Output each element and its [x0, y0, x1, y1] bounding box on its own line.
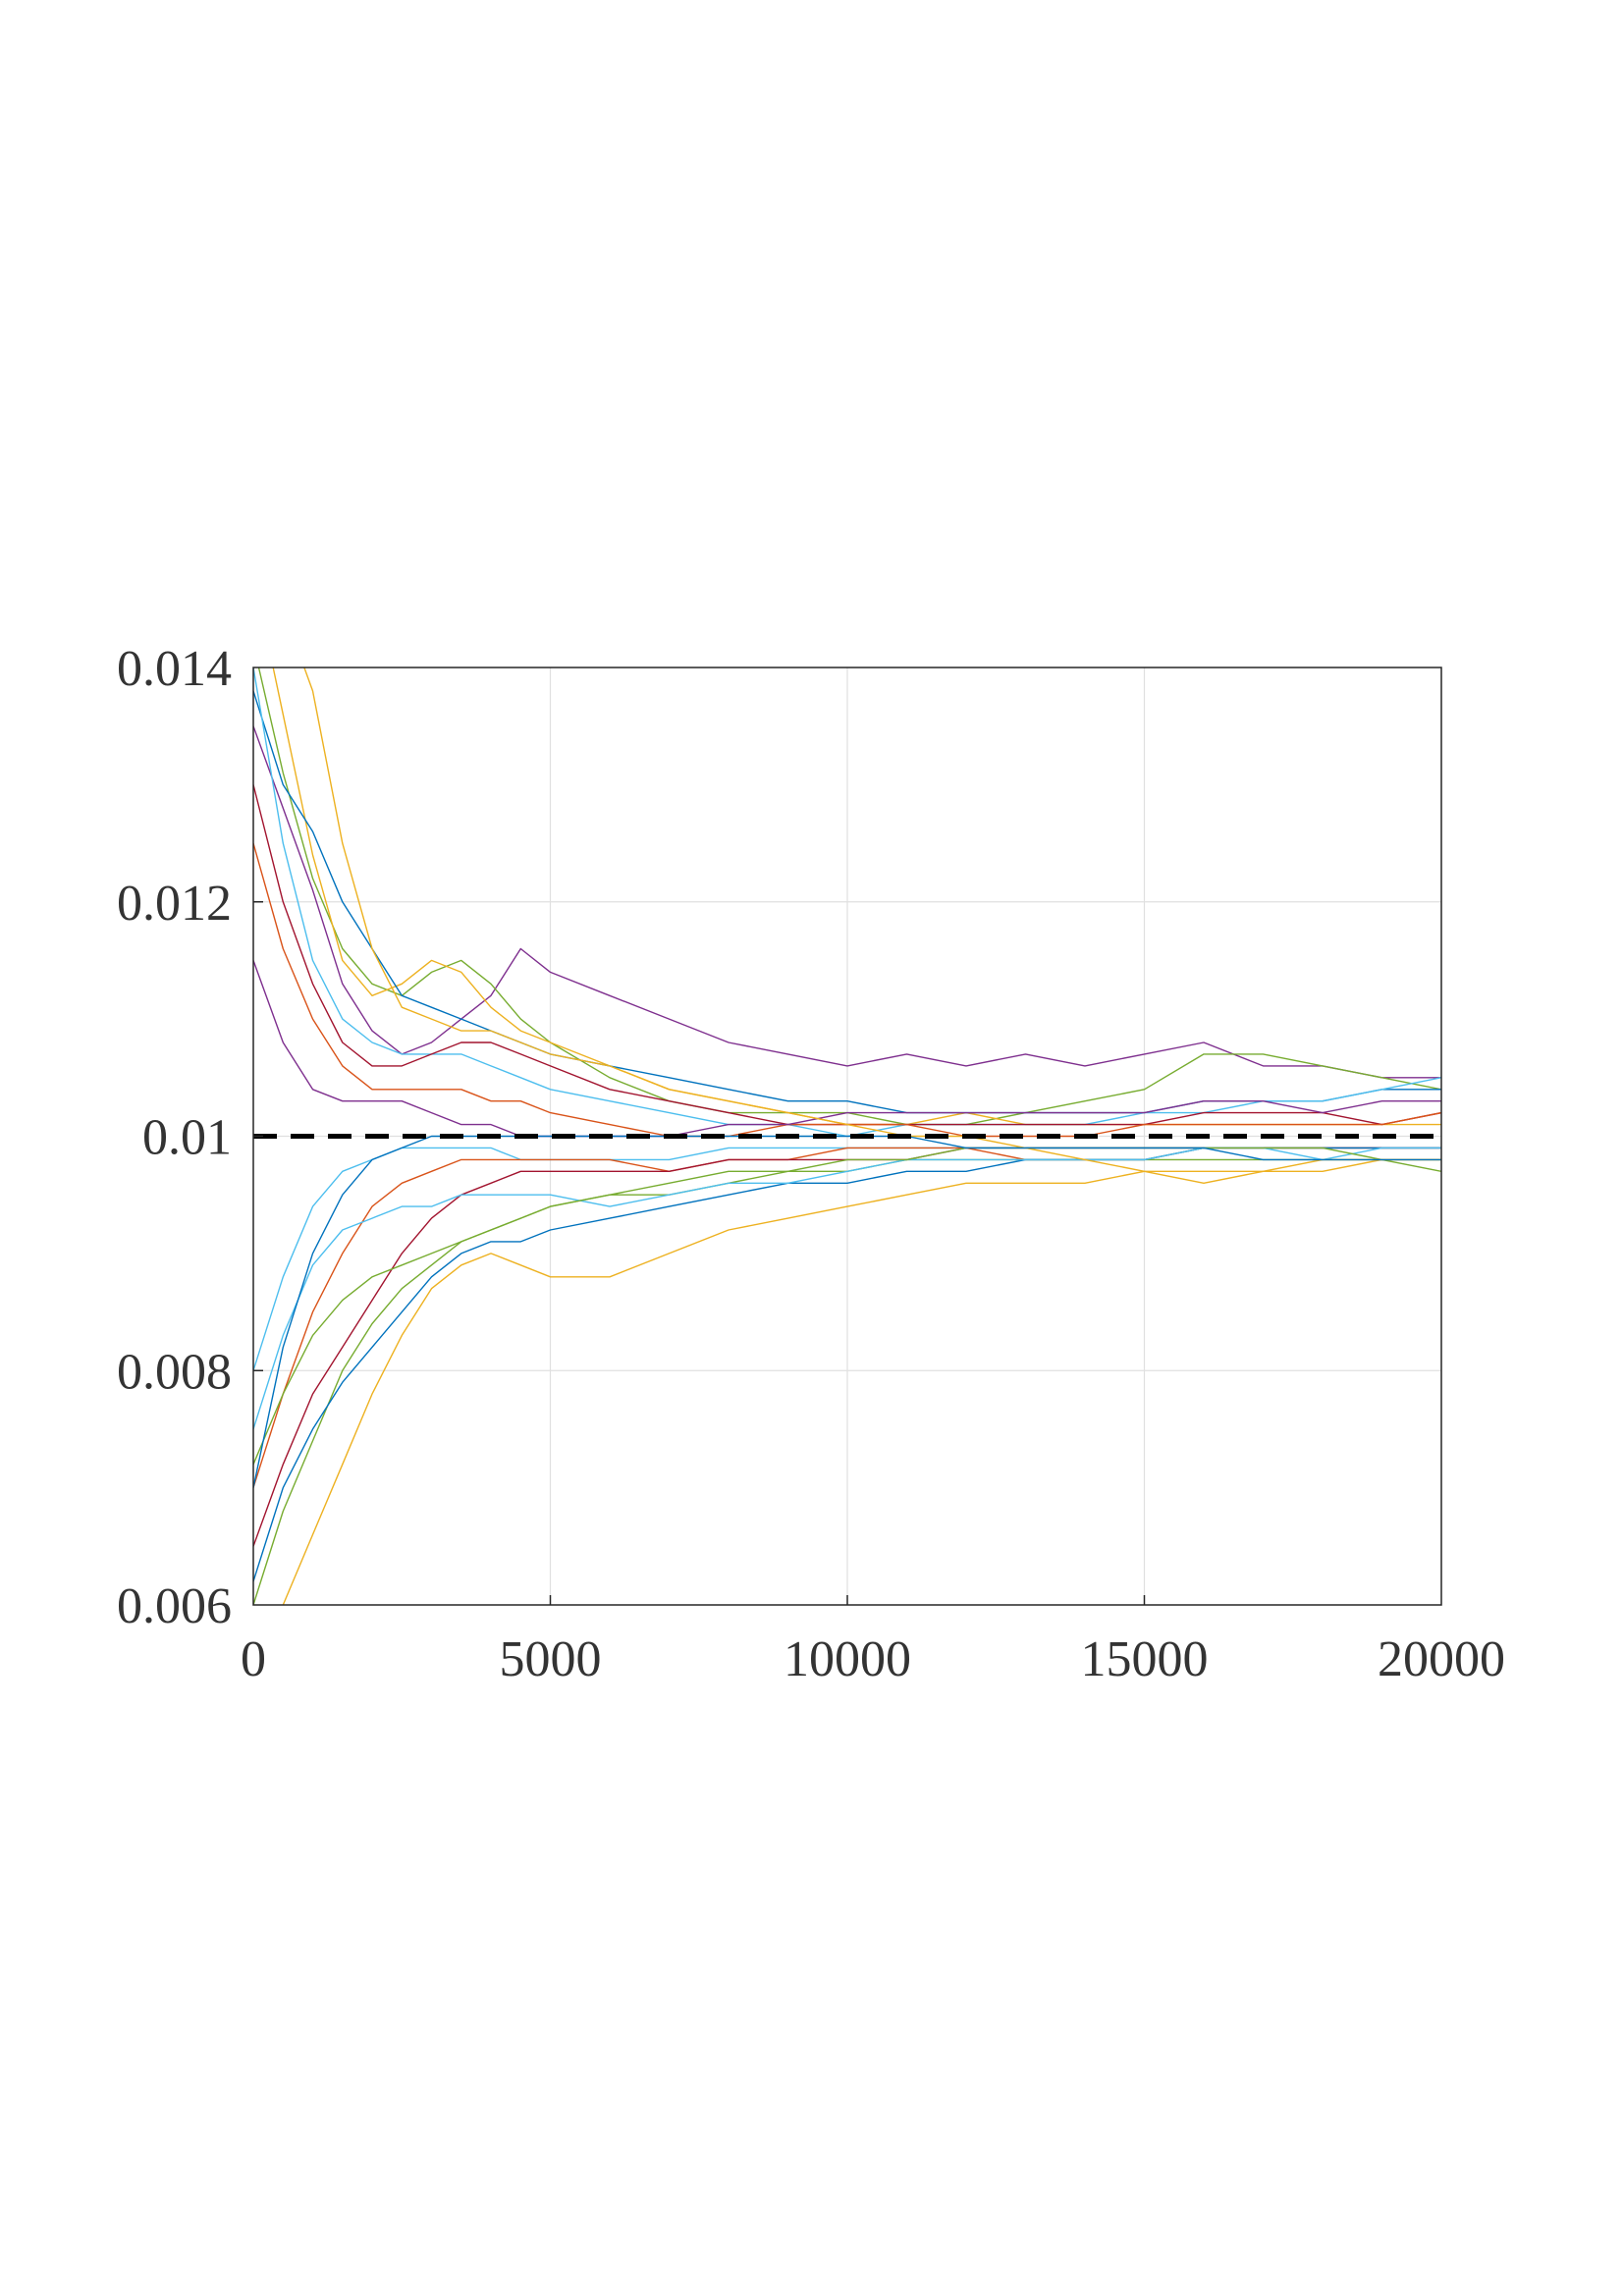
- x-tick-label: 10000: [784, 1631, 911, 1687]
- y-tick-label: 0.008: [117, 1344, 232, 1400]
- x-tick-label: 5000: [500, 1631, 602, 1687]
- y-tick-label: 0.006: [117, 1578, 232, 1634]
- y-tick-label: 0.012: [117, 876, 232, 932]
- series-line: [253, 960, 1441, 1138]
- series-line: [303, 667, 1441, 1173]
- series-line: [282, 1158, 1441, 1605]
- series-line: [253, 667, 1441, 1138]
- y-tick-label: 0.01: [142, 1110, 232, 1166]
- series-line: [253, 1147, 1441, 1430]
- x-tick-label: 15000: [1081, 1631, 1209, 1687]
- x-tick-label: 20000: [1378, 1631, 1505, 1687]
- tick-labels: 0 5000 10000 15000 20000 0.006 0.008 0.01 0.012 0…: [117, 641, 1505, 1687]
- series-line: [253, 725, 1441, 1079]
- y-tick-label: 0.014: [117, 641, 232, 697]
- series-group: [253, 667, 1441, 1605]
- series-line: [253, 1135, 1441, 1488]
- x-tick-label: 0: [241, 1631, 266, 1687]
- series-line: [253, 784, 1441, 1126]
